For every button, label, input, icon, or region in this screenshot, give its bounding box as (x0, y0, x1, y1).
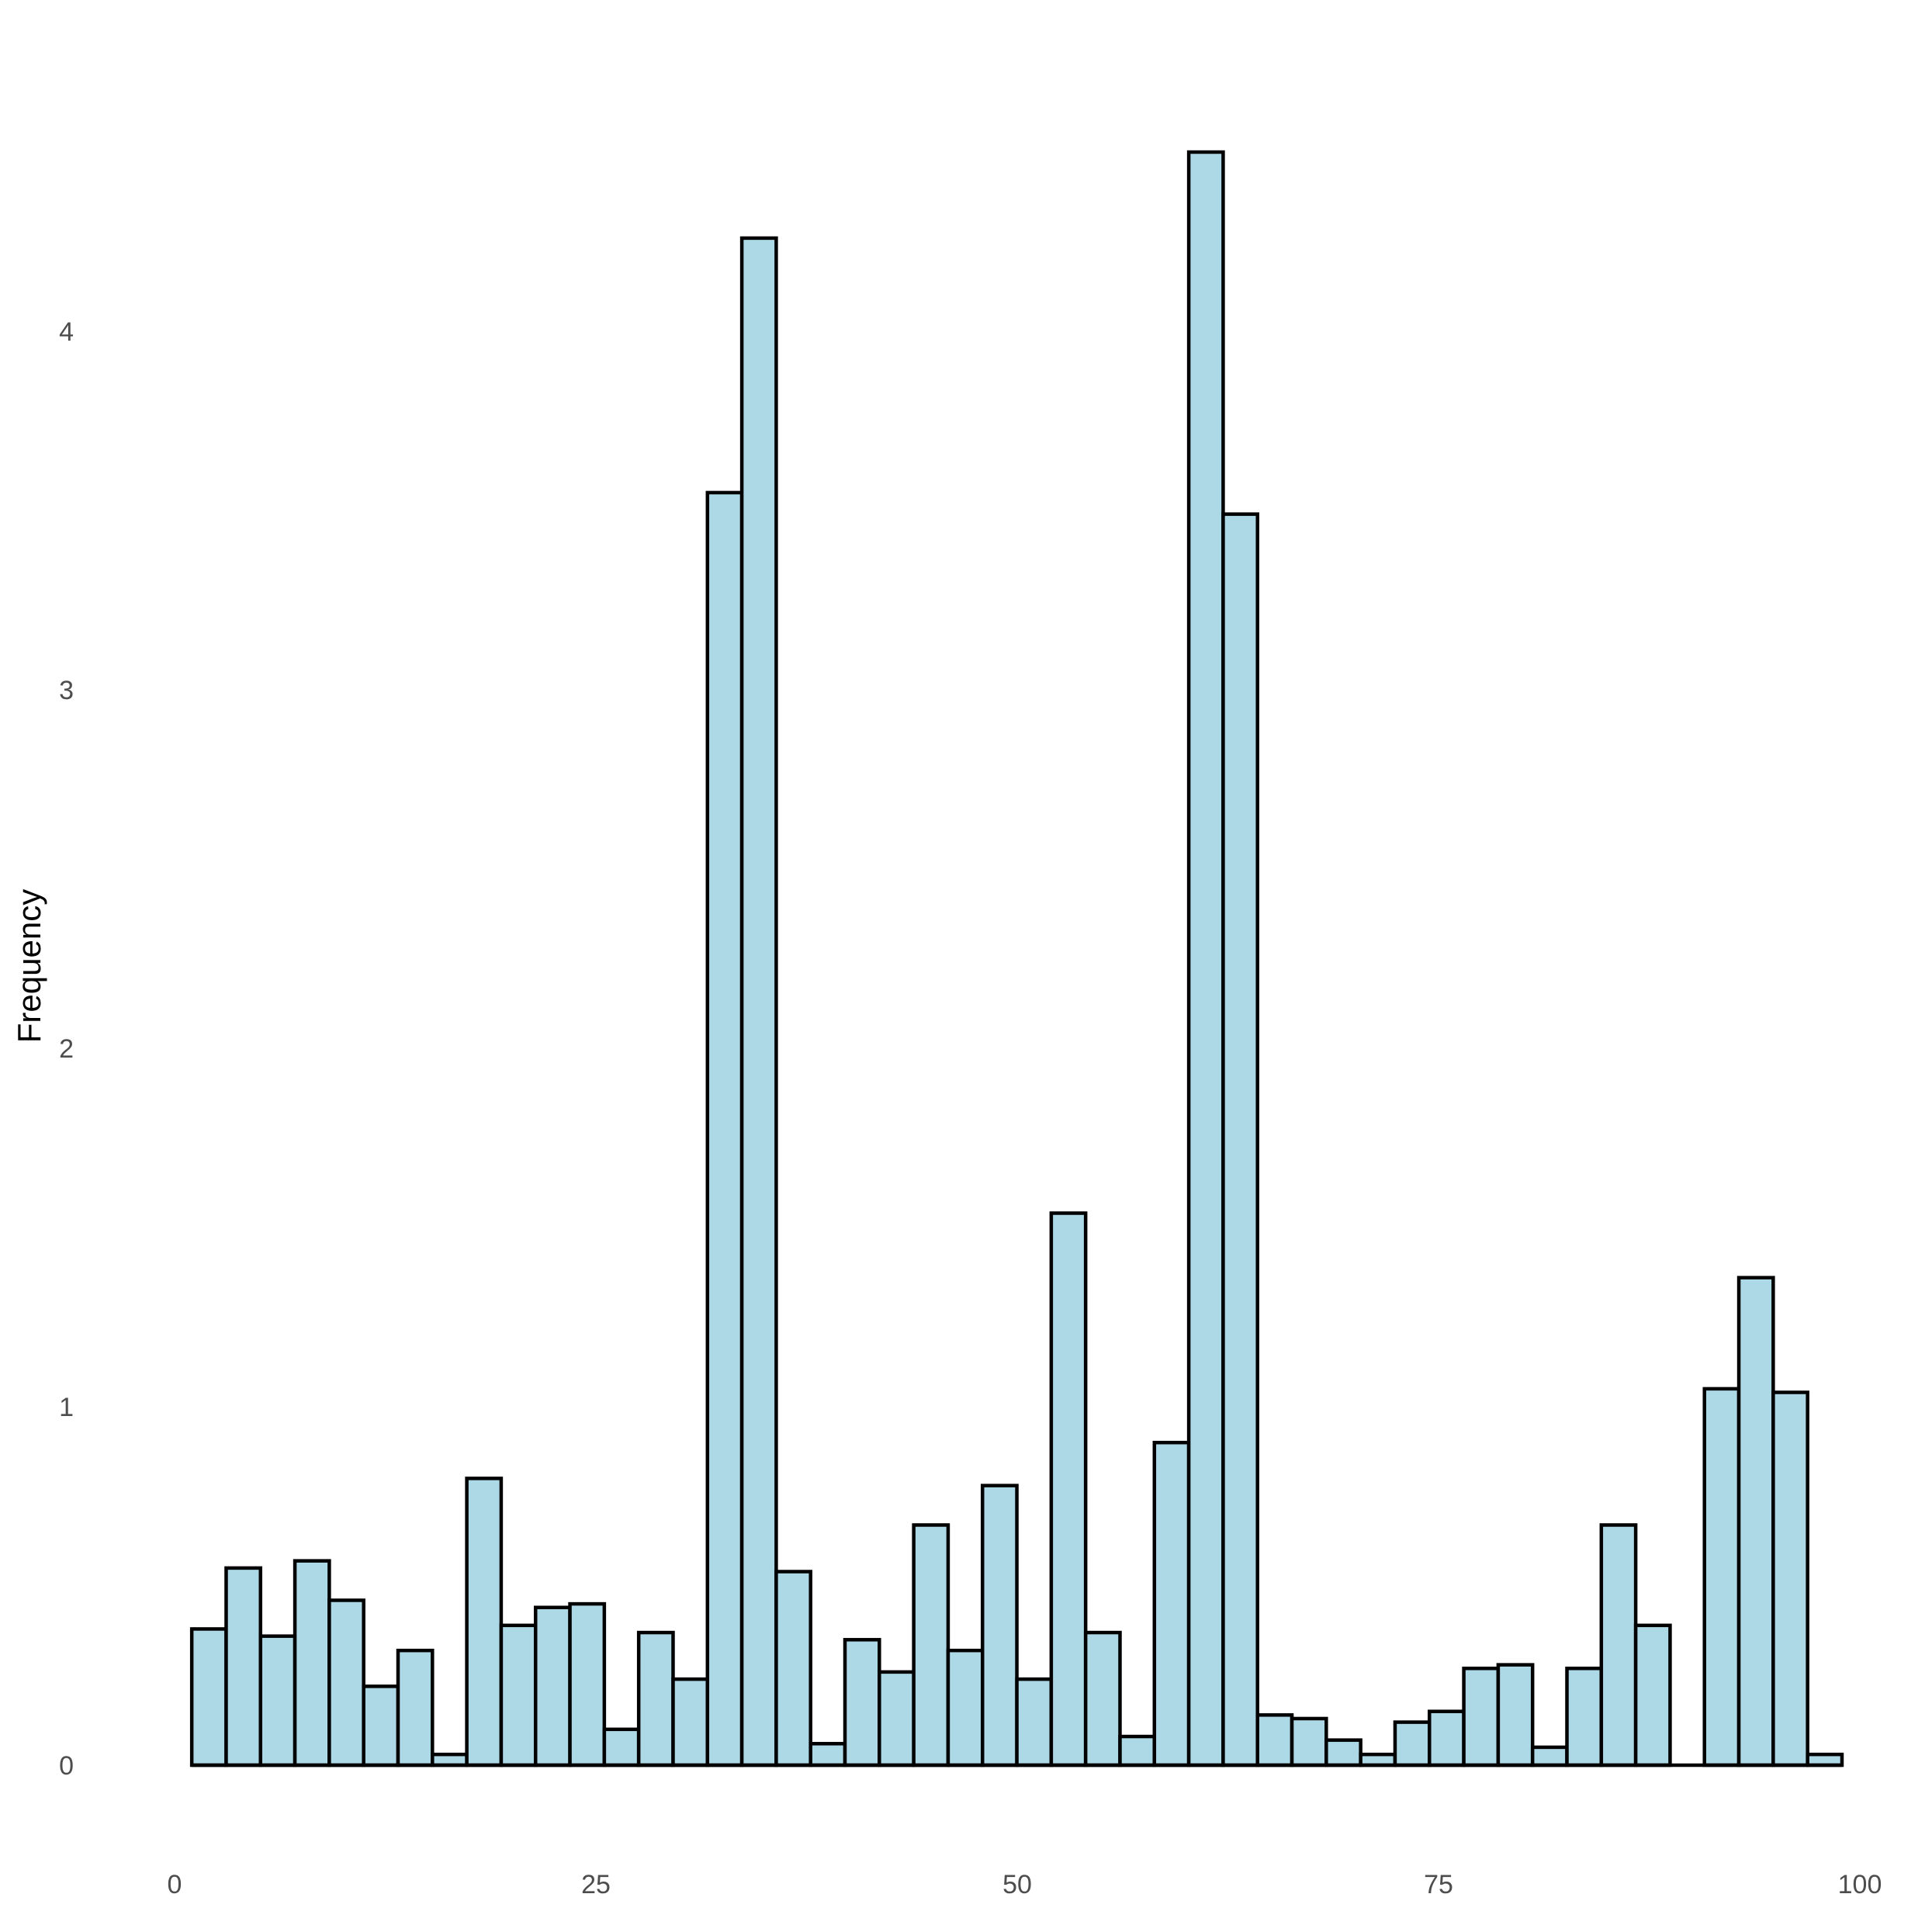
histogram-bar (1083, 1630, 1122, 1768)
histogram-bar (1324, 1738, 1362, 1768)
histogram-bar (568, 1601, 607, 1768)
histogram-bar (293, 1559, 331, 1768)
histogram-bar (1565, 1667, 1604, 1768)
histogram-bar (1736, 1276, 1775, 1768)
histogram-bar (327, 1598, 365, 1768)
histogram-bar (396, 1648, 435, 1768)
histogram-bar (1255, 1713, 1294, 1768)
histogram-bar (362, 1684, 400, 1768)
histogram-bar (774, 1570, 812, 1768)
histogram-bar (1015, 1677, 1054, 1768)
bars-group (189, 150, 1844, 1768)
histogram-bar (1152, 1440, 1191, 1768)
histogram-bar (946, 1648, 985, 1768)
x-tick-label: 50 (1002, 1870, 1032, 1899)
histogram-bar (1496, 1663, 1535, 1768)
histogram-bar (878, 1670, 916, 1768)
histogram-bar (636, 1630, 675, 1768)
histogram-bar (258, 1634, 297, 1768)
histogram-bar (1599, 1523, 1638, 1768)
histogram-bar (808, 1742, 847, 1768)
histogram-bar (1428, 1709, 1466, 1768)
x-tick-label: 100 (1838, 1870, 1882, 1899)
y-tick-label: 0 (59, 1751, 74, 1781)
histogram-bar (1702, 1387, 1741, 1768)
histogram-bar (602, 1727, 641, 1768)
y-tick-label: 2 (59, 1034, 74, 1064)
histogram-bar (843, 1638, 881, 1768)
histogram-bar (1186, 150, 1225, 1768)
y-axis-title: Frequency (11, 889, 47, 1043)
histogram-bar (1633, 1623, 1672, 1768)
histogram-bar (465, 1477, 504, 1768)
histogram-bar (1393, 1720, 1432, 1768)
histogram-bar (1118, 1734, 1157, 1768)
histogram-bar (189, 1627, 228, 1768)
histogram-bar (671, 1677, 710, 1768)
histogram-bar (1771, 1390, 1809, 1768)
histogram-bar (1049, 1211, 1088, 1768)
y-tick-label: 3 (59, 676, 74, 705)
x-tick-label: 0 (168, 1870, 182, 1899)
y-tick-label: 1 (59, 1393, 74, 1422)
histogram-bar (981, 1484, 1019, 1768)
histogram-bar (224, 1566, 263, 1768)
y-tick-labels: 0 1 2 3 4 (59, 317, 74, 1781)
histogram-bar (533, 1605, 572, 1768)
x-tick-label: 25 (581, 1870, 611, 1899)
histogram-bar (1462, 1667, 1501, 1768)
histogram-bar (1290, 1716, 1328, 1768)
histogram-bar (705, 490, 744, 1768)
histogram-bar (499, 1623, 538, 1768)
histogram-bar (912, 1523, 950, 1768)
x-tick-labels: 0 25 50 75 100 (168, 1870, 1882, 1899)
x-tick-label: 75 (1424, 1870, 1453, 1899)
histogram-bar (739, 236, 778, 1768)
histogram-bar (1530, 1745, 1569, 1768)
histogram-bar (1221, 512, 1259, 1768)
y-tick-label: 4 (59, 317, 74, 347)
